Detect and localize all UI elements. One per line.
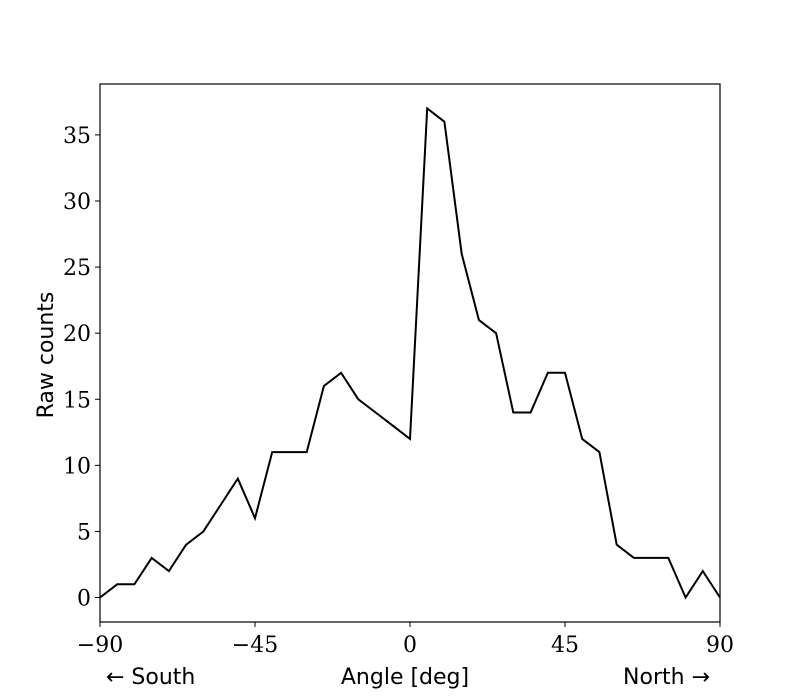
- x-tick-label: −45: [232, 633, 278, 658]
- y-tick-label: 15: [63, 388, 91, 413]
- y-tick-label: 5: [77, 520, 91, 545]
- x-axis-label: Angle [deg]: [341, 665, 469, 690]
- x-tick-label: −90: [77, 633, 123, 658]
- plot-frame: [99, 83, 721, 623]
- plot-area: [99, 83, 721, 623]
- x-tick-label: 45: [551, 633, 579, 658]
- y-axis-label: Raw counts: [34, 292, 59, 419]
- y-axis-ticks: 0 5 10 15 20 25 30 35: [63, 124, 100, 612]
- x-axis-ticks: −90 −45 0 45 90: [77, 622, 734, 658]
- y-tick-label: 25: [63, 256, 91, 281]
- x-tick-label: 90: [706, 633, 734, 658]
- south-annotation: ← South: [106, 665, 195, 690]
- y-tick-label: 35: [63, 124, 91, 149]
- x-tick-label: 0: [403, 633, 417, 658]
- series-line: [99, 106, 721, 600]
- data-series: [99, 106, 721, 600]
- y-tick-label: 0: [77, 587, 91, 612]
- north-annotation: North →: [623, 665, 710, 690]
- y-tick-label: 20: [63, 322, 91, 347]
- y-tick-label: 30: [63, 190, 91, 215]
- y-tick-label: 10: [63, 454, 91, 479]
